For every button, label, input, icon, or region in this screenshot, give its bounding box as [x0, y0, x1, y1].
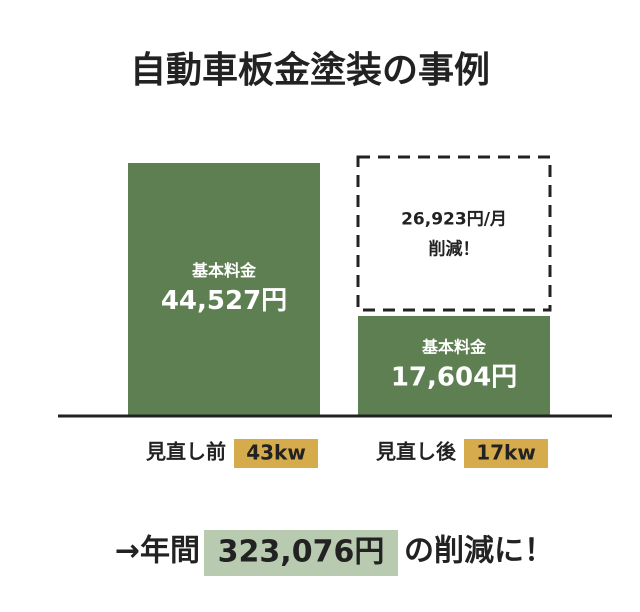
footer-prefix: →年間 — [115, 534, 200, 569]
reduction-label: 26,923円/月 — [401, 209, 507, 229]
bar — [128, 163, 320, 416]
badge-label: 43kw — [246, 441, 306, 465]
value-label: 17,604円 — [391, 362, 517, 392]
bar-label: 基本料金 — [191, 261, 257, 280]
category-label: 見直し後 — [376, 440, 457, 464]
badge-label: 17kw — [476, 441, 536, 465]
chart-title: 自動車板金塗装の事例 — [130, 49, 490, 91]
category-label: 見直し前 — [146, 440, 226, 464]
badge — [464, 439, 548, 468]
footer-highlight-bg — [204, 530, 398, 576]
badge — [234, 439, 318, 468]
bar-label: 基本料金 — [421, 337, 487, 356]
bar — [358, 315, 550, 416]
reduction-note: 削減！ — [429, 238, 480, 259]
value-label: 44,527円 — [161, 286, 287, 316]
footer-suffix: の削減に！ — [404, 534, 554, 569]
reduction-box — [356, 155, 552, 312]
footer-highlight: 323,076円 — [218, 535, 385, 570]
